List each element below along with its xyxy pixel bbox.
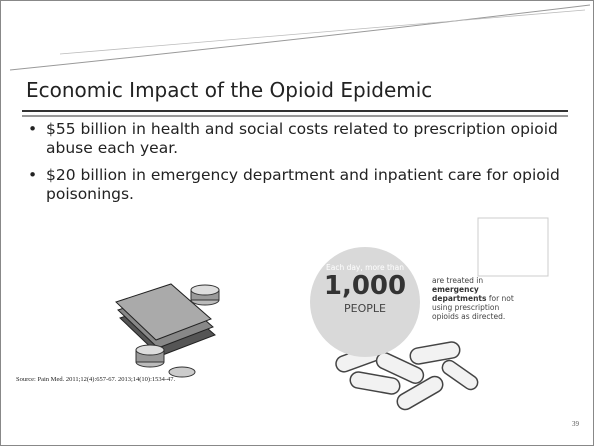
caption-text: are treated in bbox=[432, 276, 483, 285]
slide-title: Economic Impact of the Opioid Epidemic bbox=[26, 78, 432, 102]
source-note: Source: Pain Med. 2011;12(4):657-67. 201… bbox=[16, 376, 175, 383]
bullet: $20 billion in emergency department and … bbox=[26, 166, 566, 204]
bullet-list: $55 billion in health and social costs r… bbox=[26, 120, 566, 212]
page-number: 39 bbox=[572, 420, 579, 428]
infographic-unit: PEOPLE bbox=[312, 302, 418, 315]
top-curve bbox=[60, 10, 585, 54]
top-curve bbox=[10, 5, 590, 70]
infographic-number: 1,000 bbox=[312, 271, 418, 301]
caption-bold: emergency departments bbox=[432, 285, 486, 303]
bullet: $55 billion in health and social costs r… bbox=[26, 120, 566, 158]
empty-box bbox=[478, 218, 548, 276]
slide: Economic Impact of the Opioid Epidemic $… bbox=[0, 0, 594, 446]
infographic-caption: are treated in emergency departments for… bbox=[432, 276, 522, 321]
money-icon bbox=[116, 284, 219, 377]
